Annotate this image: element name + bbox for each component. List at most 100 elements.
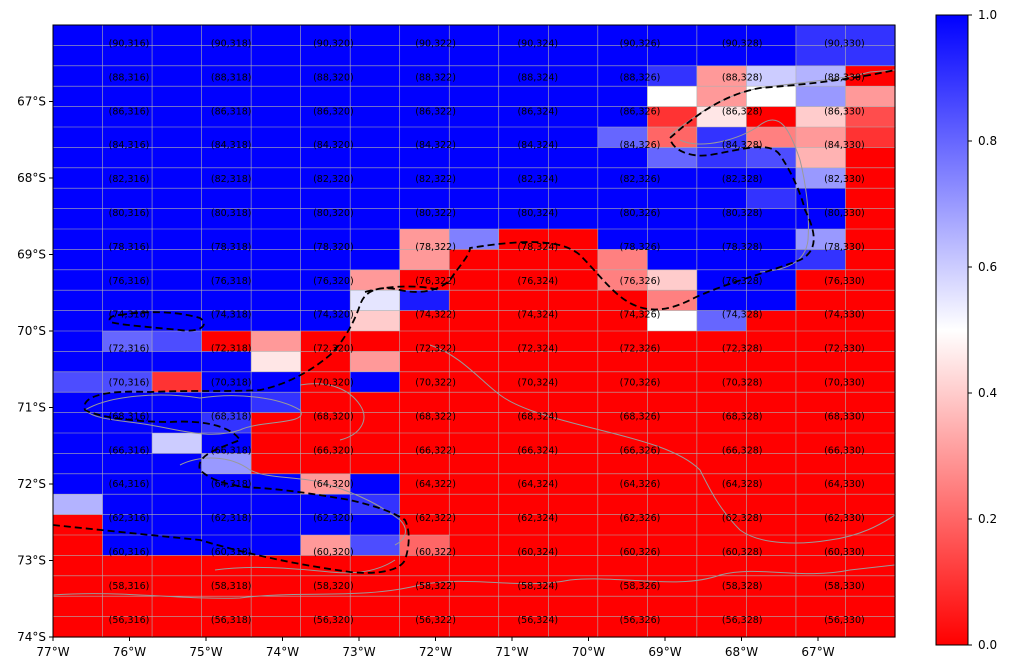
heatmap-cell <box>647 86 698 108</box>
cell-label: (90,326) <box>620 39 661 50</box>
heatmap-cell <box>102 25 153 46</box>
heatmap-cell <box>152 25 203 46</box>
cell-label: (66,320) <box>313 445 354 456</box>
heatmap-cell <box>845 167 896 189</box>
heatmap-cell <box>201 616 252 638</box>
heatmap-cell <box>251 453 302 475</box>
heatmap-cell <box>251 106 302 128</box>
heatmap-cell <box>746 208 797 230</box>
heatmap-cell <box>795 616 847 638</box>
heatmap-cell <box>102 86 153 108</box>
heatmap-cell <box>53 555 104 577</box>
heatmap-cell <box>300 188 351 210</box>
heatmap-cell <box>449 127 500 148</box>
cell-label: (90,320) <box>313 39 354 50</box>
heatmap-cell <box>449 514 500 536</box>
heatmap-cell <box>548 392 599 414</box>
heatmap-cell <box>102 290 153 312</box>
cell-label: (58,324) <box>517 581 558 592</box>
heatmap-cell <box>845 392 896 414</box>
heatmap-cell <box>201 229 252 250</box>
cell-label: (84,320) <box>313 140 354 151</box>
heatmap-cell <box>845 453 896 475</box>
heatmap-cell <box>201 331 252 352</box>
cell-label: (82,324) <box>517 174 558 185</box>
heatmap-cell <box>350 310 401 332</box>
heatmap-cell <box>449 433 500 454</box>
cell-label: (78,316) <box>109 242 150 253</box>
heatmap-cell <box>548 290 599 312</box>
cell-label: (62,318) <box>211 513 252 524</box>
heatmap-cell <box>53 351 104 373</box>
heatmap-cell <box>53 535 104 556</box>
heatmap-cell <box>399 167 450 189</box>
heatmap-cell <box>152 147 203 169</box>
heatmap-cell <box>152 331 203 352</box>
heatmap-cell <box>201 127 252 148</box>
heatmap-cell <box>399 106 450 128</box>
heatmap-cell <box>498 65 549 87</box>
heatmap-cell <box>102 127 153 148</box>
heatmap-cell <box>53 616 104 638</box>
heatmap-cell <box>746 45 797 67</box>
cell-label: (80,322) <box>415 208 456 219</box>
colorbar-tick-label: 0.4 <box>978 386 997 400</box>
heatmap-cell <box>647 555 698 577</box>
x-tick-label: 71°W <box>495 645 528 659</box>
heatmap-cell <box>746 535 797 556</box>
heatmap-cell <box>201 453 252 475</box>
heatmap-cell <box>746 453 797 475</box>
heatmap-cell <box>251 25 302 46</box>
heatmap-cell <box>251 127 302 148</box>
heatmap-cell <box>597 392 648 414</box>
heatmap-cell <box>795 596 847 618</box>
heatmap-cell <box>548 596 599 618</box>
heatmap-cell <box>53 25 104 46</box>
heatmap-cell <box>845 575 896 597</box>
heatmap-cell <box>548 351 599 373</box>
heatmap-cell <box>152 392 203 414</box>
heatmap-cell <box>647 25 698 46</box>
heatmap-cell <box>300 596 351 618</box>
heatmap-cell <box>350 392 401 414</box>
heatmap-cell <box>795 290 847 312</box>
cell-label: (76,320) <box>313 276 354 287</box>
heatmap-cell <box>53 514 104 536</box>
heatmap-cell <box>300 127 351 148</box>
heatmap-cell <box>201 147 252 169</box>
heatmap-cell <box>597 229 648 250</box>
heatmap-cell <box>300 208 351 230</box>
heatmap-cell <box>746 290 797 312</box>
cell-label: (68,330) <box>824 411 865 422</box>
heatmap-cell <box>498 494 549 516</box>
heatmap-cell <box>102 351 153 373</box>
cell-label: (74,318) <box>211 310 252 321</box>
heatmap-cell <box>350 331 401 352</box>
heatmap-cell <box>696 310 748 332</box>
heatmap-cell <box>795 433 847 454</box>
heatmap-cell <box>152 229 203 250</box>
x-tick-label: 70°W <box>572 645 605 659</box>
cell-label: (64,318) <box>211 479 252 490</box>
heatmap-cell <box>53 433 104 454</box>
cell-label: (80,328) <box>722 208 763 219</box>
heatmap-cell <box>300 45 351 67</box>
heatmap-cell <box>399 575 450 597</box>
x-tick-label: 68°W <box>725 645 758 659</box>
heatmap-cell <box>53 208 104 230</box>
heatmap-cell <box>845 310 896 332</box>
heatmap-cell <box>350 167 401 189</box>
cell-label: (58,316) <box>109 581 150 592</box>
heatmap-cell <box>696 290 748 312</box>
heatmap-cell <box>845 494 896 516</box>
heatmap-cell <box>152 208 203 230</box>
heatmap-cell <box>548 433 599 454</box>
heatmap-cell <box>53 575 104 597</box>
cell-label: (60,326) <box>620 547 661 558</box>
heatmap-cell <box>102 514 153 536</box>
cell-label: (68,324) <box>517 411 558 422</box>
heatmap-cell <box>795 45 847 67</box>
cell-label: (64,320) <box>313 479 354 490</box>
heatmap-cell <box>350 188 401 210</box>
heatmap-cell <box>53 86 104 108</box>
